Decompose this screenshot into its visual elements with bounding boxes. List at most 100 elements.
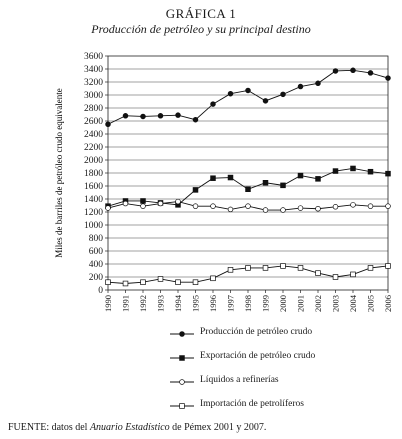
- data-point: [122, 200, 129, 207]
- y-axis-label: Miles de barriles de petróleo crudo equi…: [54, 88, 64, 257]
- axes-layer: 0 200 400 600 800 1000 1200 1400 1600 1800 2000 220…: [84, 52, 393, 312]
- data-point: [297, 265, 304, 271]
- data-point: [367, 203, 374, 209]
- x-tick-label: 1993: [156, 295, 166, 312]
- data-point: [385, 75, 391, 81]
- x-tick-label: 2006: [383, 295, 393, 312]
- series-line: [107, 69, 389, 125]
- series-2: [105, 165, 391, 209]
- source-note: FUENTE: datos del Anuario Estadístico de…: [8, 422, 266, 433]
- figure-label: GRÁFICA 1: [165, 6, 237, 21]
- x-tick-label: 1992: [138, 295, 148, 312]
- data-point: [210, 203, 216, 209]
- data-point: [350, 271, 356, 278]
- data-point: [280, 207, 286, 213]
- data-point: [297, 205, 304, 211]
- data-point: [280, 263, 286, 269]
- data-point: [262, 98, 269, 104]
- line-chart: 0 200 400 600 800 1000 1200 1400 1600 1800 2000 220…: [54, 52, 393, 312]
- data-point: [245, 203, 251, 209]
- x-tick-label: 2004: [348, 294, 358, 312]
- series-layer: [105, 67, 391, 287]
- data-point: [350, 202, 356, 208]
- data-point: [227, 267, 234, 273]
- data-point: [385, 170, 391, 177]
- data-point: [210, 101, 216, 107]
- data-point: [332, 168, 339, 174]
- x-tick-label: 2000: [278, 295, 288, 312]
- grid-layer: [108, 68, 388, 278]
- x-tick-label: 2003: [331, 295, 341, 312]
- y-tick-label: 200: [89, 273, 104, 283]
- x-tick-label: 1991: [121, 295, 131, 312]
- legend-marker: [179, 403, 185, 409]
- source-text-2: de Pémex 2001 y 2007.: [169, 422, 267, 433]
- legend-swatch: [170, 355, 194, 361]
- data-point: [315, 80, 321, 87]
- x-tick-label: 1996: [208, 295, 218, 312]
- y-tick-label: 1400: [84, 195, 103, 205]
- legend-marker: [179, 355, 185, 361]
- source-prefix: FUENTE:: [8, 422, 50, 433]
- data-point: [367, 168, 374, 175]
- y-tick-label: 2600: [84, 117, 103, 127]
- y-tick-label: 1800: [84, 169, 103, 179]
- data-point: [245, 265, 251, 271]
- data-point: [297, 83, 304, 90]
- data-point: [332, 274, 339, 280]
- legend-marker: [179, 379, 185, 385]
- y-tick-label: 1200: [84, 208, 103, 218]
- data-point: [385, 203, 391, 209]
- data-point: [140, 279, 146, 285]
- data-point: [315, 176, 321, 182]
- data-point: [280, 91, 286, 98]
- data-point: [262, 265, 269, 271]
- data-point: [280, 182, 286, 189]
- y-tick-label: 2400: [84, 130, 103, 140]
- source-text-1: datos del: [49, 422, 90, 433]
- x-tick-label: 1994: [173, 294, 183, 312]
- data-point: [350, 165, 356, 172]
- data-point: [157, 276, 164, 282]
- x-tick-label: 2005: [366, 295, 376, 312]
- data-point: [315, 270, 321, 276]
- y-tick-label: 3200: [84, 78, 103, 88]
- y-tick-label: 1600: [84, 182, 103, 192]
- legend-label: Exportación de petróleo crudo: [200, 351, 316, 361]
- y-tick-label: 3400: [84, 65, 103, 75]
- data-point: [227, 174, 234, 181]
- x-tick-label: 1999: [261, 295, 271, 312]
- data-point: [192, 187, 199, 193]
- data-point: [140, 113, 146, 120]
- data-point: [332, 204, 339, 210]
- y-tick-label: 3000: [84, 91, 103, 101]
- legend-label: Producción de petróleo crudo: [200, 327, 313, 337]
- data-point: [175, 112, 181, 118]
- y-tick-label: 1000: [84, 221, 103, 231]
- source-publication: Anuario Estadístico: [89, 422, 170, 433]
- data-point: [192, 279, 199, 285]
- y-tick-label: 2800: [84, 104, 103, 114]
- figure-title: Producción de petróleo y su principal de…: [91, 22, 311, 36]
- data-point: [227, 206, 234, 213]
- data-point: [192, 203, 199, 209]
- data-point: [262, 207, 269, 213]
- legend-item: Importación de petrolíferos: [168, 398, 398, 414]
- data-point: [245, 87, 251, 94]
- data-point: [367, 70, 374, 76]
- y-tick-label: 400: [89, 260, 104, 270]
- data-point: [385, 263, 391, 269]
- data-point: [297, 172, 304, 179]
- y-tick-label: 2000: [84, 156, 103, 166]
- data-point: [105, 205, 111, 211]
- data-point: [332, 68, 339, 74]
- data-point: [350, 67, 356, 74]
- data-point: [210, 275, 216, 282]
- legend-swatch: [170, 403, 194, 409]
- x-tick-label: 1998: [243, 295, 253, 312]
- x-tick-label: 1995: [191, 295, 201, 312]
- data-point: [140, 198, 146, 204]
- legend-marker: [179, 331, 185, 337]
- y-tick-label: 0: [98, 286, 103, 296]
